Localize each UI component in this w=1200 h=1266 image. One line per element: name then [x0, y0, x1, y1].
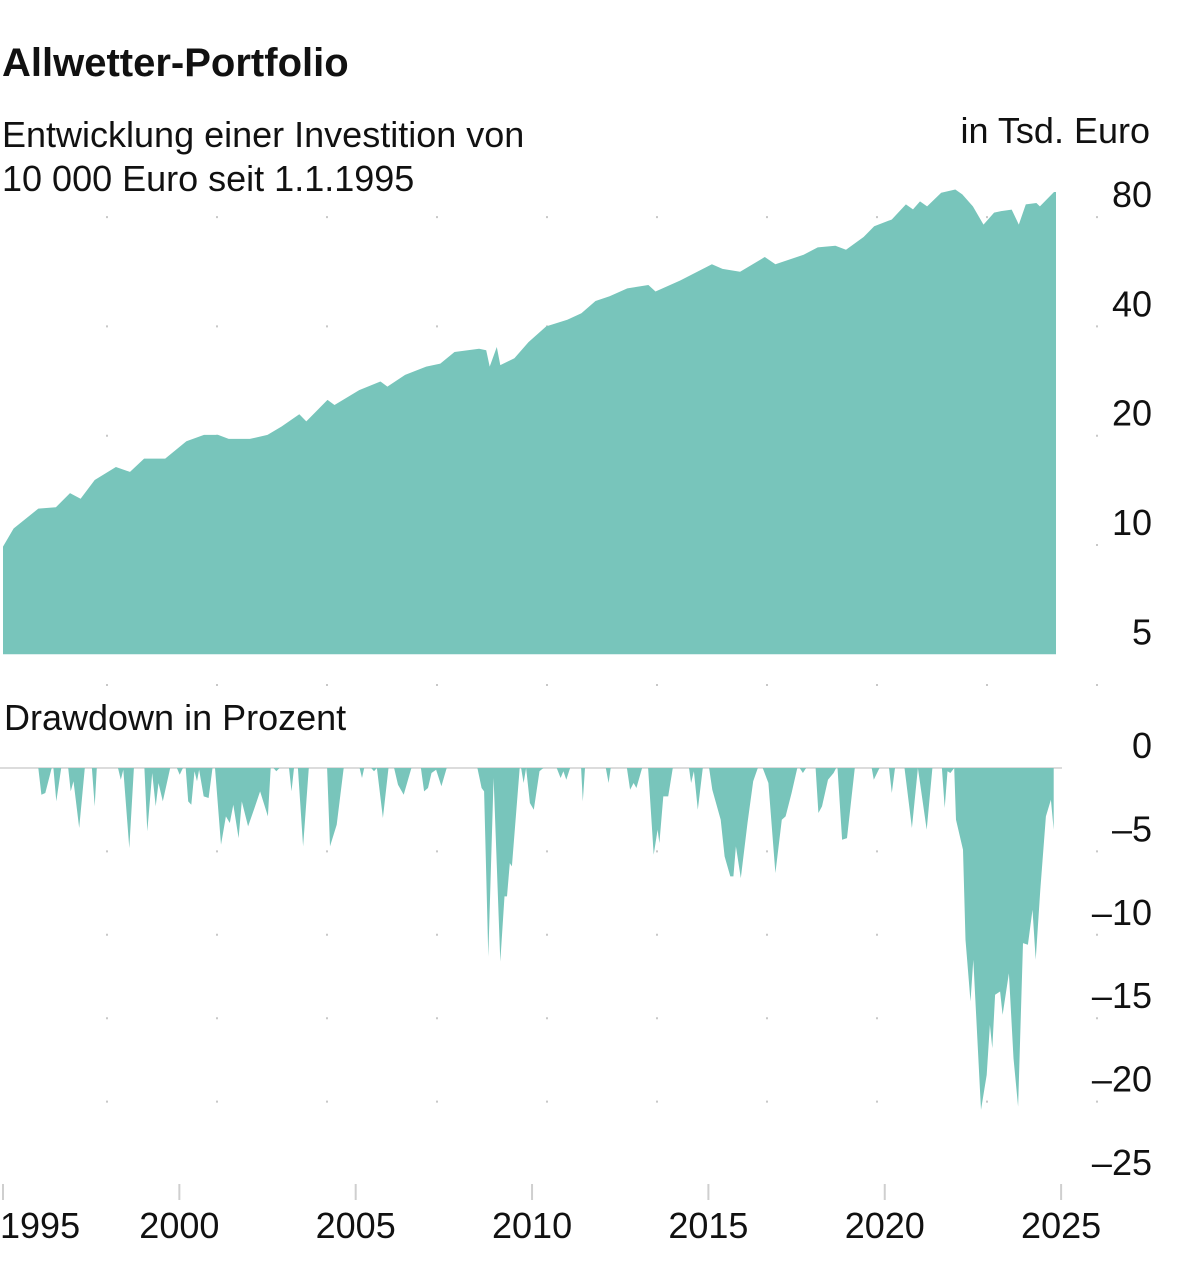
unit-label: in Tsd. Euro [961, 110, 1150, 151]
drawdown-y-axis: 0 –5 –10 –15 –20 –25 [1092, 725, 1152, 1183]
y-tick-label: –25 [1092, 1142, 1152, 1183]
drawdown-gridlines [0, 850, 1110, 1103]
x-tick-label: 2015 [668, 1205, 748, 1246]
x-tick-label: 2020 [845, 1205, 925, 1246]
drawdown-area [3, 768, 1054, 1110]
y-tick-label: –10 [1092, 892, 1152, 933]
drawdown-title: Drawdown in Prozent [4, 697, 346, 738]
y-tick-label: 80 [1112, 174, 1152, 215]
chart-subtitle-line-2: 10 000 Euro seit 1.1.1995 [2, 158, 414, 199]
y-tick-label: 40 [1112, 283, 1152, 324]
y-tick-label: –5 [1112, 808, 1152, 849]
y-tick-label: 20 [1112, 393, 1152, 434]
x-tick-label: 2005 [316, 1205, 396, 1246]
y-tick-label: –15 [1092, 975, 1152, 1016]
y-tick-label: 5 [1132, 611, 1152, 652]
y-tick-label: 0 [1132, 725, 1152, 766]
y-tick-label: –20 [1092, 1059, 1152, 1100]
x-tick-label: 1995 [0, 1205, 80, 1246]
chart-title: Allwetter-Portfolio [2, 41, 349, 85]
x-tick-label: 2000 [139, 1205, 219, 1246]
x-tick-label: 2010 [492, 1205, 572, 1246]
x-axis: 1995 2000 2005 2010 2015 2020 2025 [0, 1184, 1101, 1246]
portfolio-value-area [3, 189, 1056, 655]
x-tick-label: 2025 [1021, 1205, 1101, 1246]
y-tick-label: 10 [1112, 502, 1152, 543]
chart-subtitle-line-1: Entwicklung einer Investition von [2, 114, 524, 155]
top-y-axis: 80 40 20 10 5 [1112, 174, 1152, 652]
